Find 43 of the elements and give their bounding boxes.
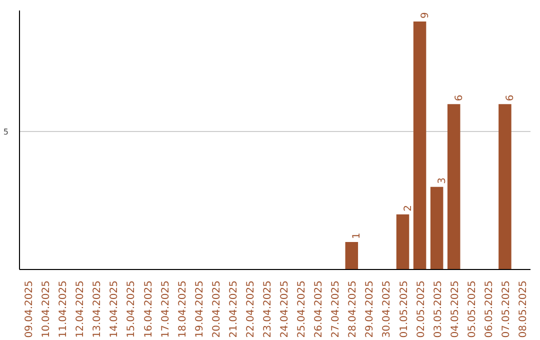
x-tick-label: 29.04.2025 <box>364 280 376 338</box>
x-tick-label: 25.04.2025 <box>296 280 308 338</box>
x-tick-label: 01.05.2025 <box>398 280 410 338</box>
data-label: 6 <box>504 94 516 102</box>
x-tick-label: 20.04.2025 <box>211 280 222 338</box>
x-tick-label: 19.04.2025 <box>194 280 206 338</box>
x-tick-label: 22.04.2025 <box>245 280 256 338</box>
x-tick-label: 14.04.2025 <box>109 280 120 338</box>
x-tick-label: 06.05.2025 <box>484 280 495 338</box>
x-tick-label: 17.04.2025 <box>160 280 172 338</box>
x-tick-label: 04.05.2025 <box>450 280 461 338</box>
x-tick-label: 21.04.2025 <box>228 280 240 338</box>
x-tick-label: 02.05.2025 <box>416 280 427 338</box>
data-label: 2 <box>402 205 414 212</box>
x-tick-label: 30.04.2025 <box>382 280 393 338</box>
x-tick-label: 11.04.2025 <box>58 280 70 338</box>
x-tick-label: 12.04.2025 <box>75 280 86 338</box>
x-tick-label: 10.04.2025 <box>41 280 52 338</box>
bar <box>498 104 512 270</box>
bar <box>396 214 410 270</box>
x-tick-label: 28.04.2025 <box>348 280 359 338</box>
x-tick-label: 09.04.2025 <box>24 280 36 338</box>
x-tick-label: 18.04.2025 <box>177 280 188 338</box>
x-tick-label: 07.05.2025 <box>500 280 512 338</box>
x-tick-label: 15.04.2025 <box>126 280 138 338</box>
data-label: 6 <box>454 94 465 102</box>
x-tick-label: 08.05.2025 <box>518 280 529 338</box>
x-tick-label: 13.04.2025 <box>92 280 104 338</box>
x-tick-label: 16.04.2025 <box>143 280 154 338</box>
bar <box>413 22 426 270</box>
bar <box>345 242 358 270</box>
y-tick-label: 5 <box>3 128 9 137</box>
x-tick-label: 23.04.2025 <box>262 280 274 338</box>
bar <box>430 186 444 270</box>
data-label: 1 <box>352 232 363 239</box>
data-label: 9 <box>420 12 431 19</box>
x-tick-label: 05.05.2025 <box>466 280 478 338</box>
bar <box>447 104 460 270</box>
x-tick-label: 27.04.2025 <box>330 280 342 338</box>
x-tick-label: 03.05.2025 <box>432 280 444 338</box>
x-tick-label: 24.04.2025 <box>280 280 291 338</box>
data-label: 3 <box>436 177 448 184</box>
x-tick-label: 26.04.2025 <box>314 280 325 338</box>
